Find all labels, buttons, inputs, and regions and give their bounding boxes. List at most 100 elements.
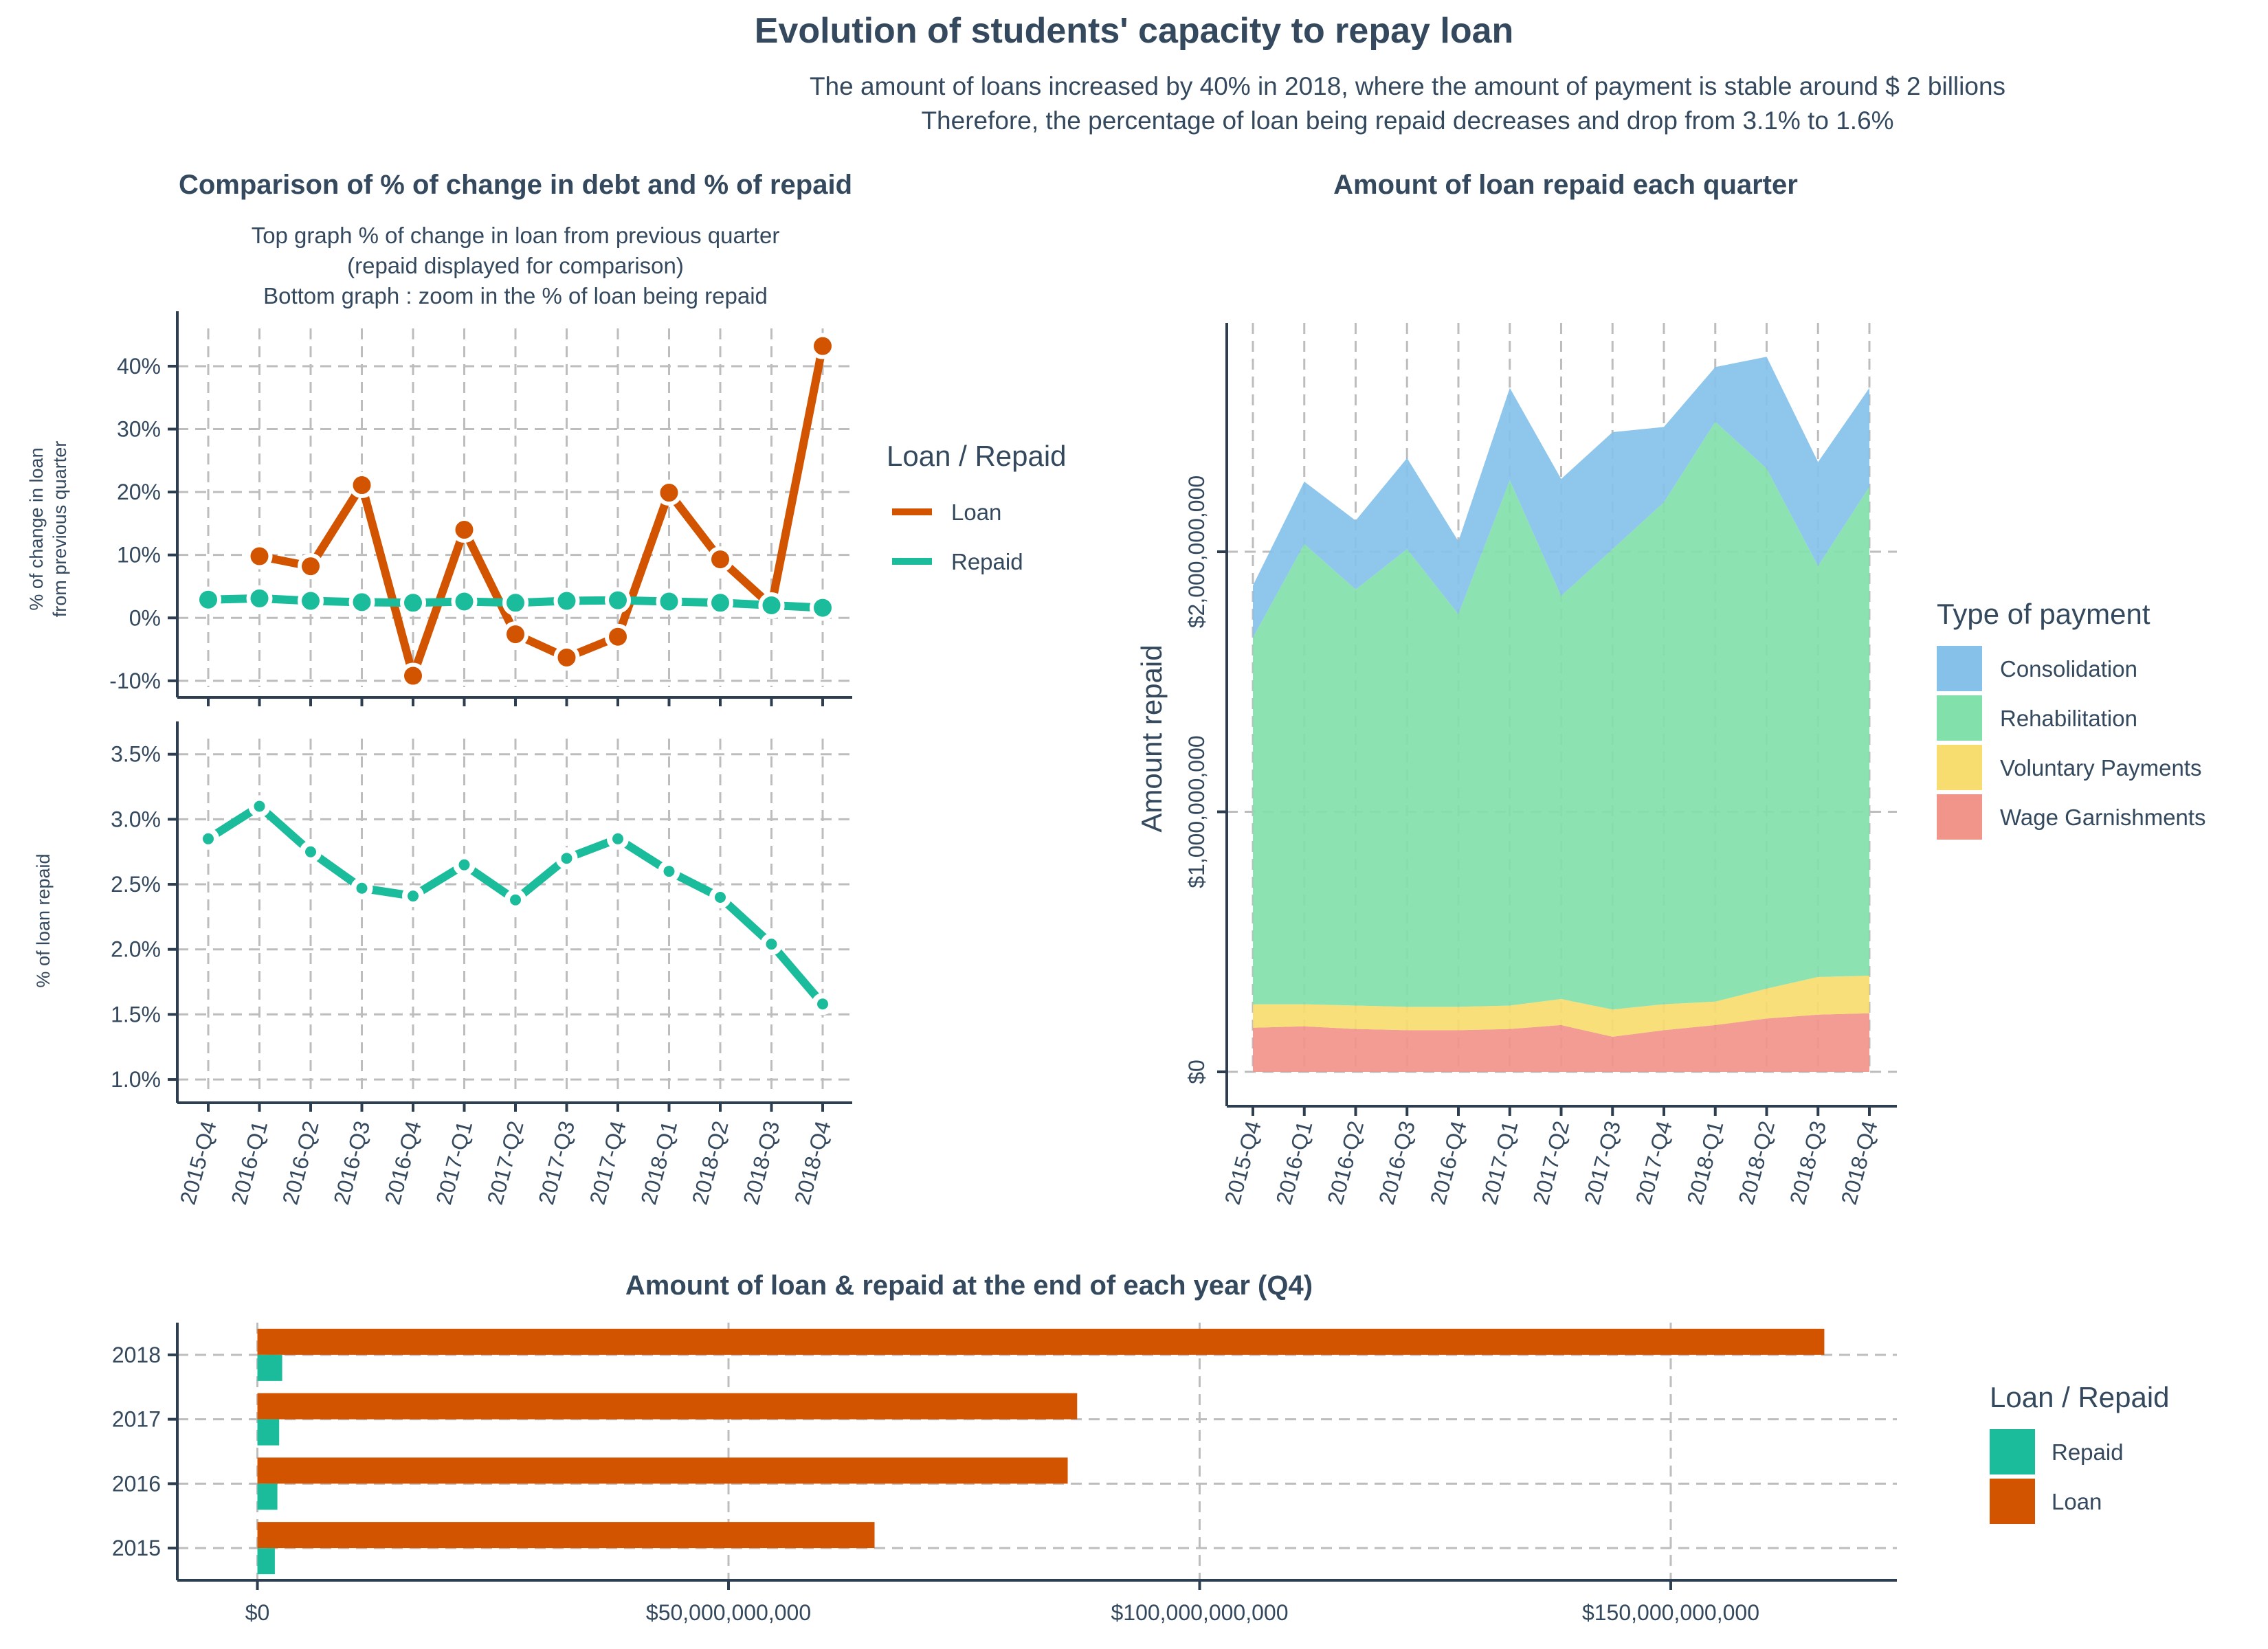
x-tick-label-2018-Q3: 2018-Q3 [738, 1118, 784, 1207]
point-repaid-2016-Q1 [248, 795, 271, 818]
x-tick-label-2016-Q1: 2016-Q1 [1271, 1118, 1318, 1207]
y-tick-label: 40% [117, 354, 161, 379]
left-panel-title: Comparison of % of change in debt and % … [179, 170, 852, 200]
bottom-legend-title: Loan / Repaid [1990, 1381, 2170, 1413]
y-tick-label: 2.0% [111, 937, 161, 962]
loan-change-grid [177, 328, 852, 687]
repaid-by-type-chart: $0$1,000,000,000$2,000,000,000 2015-Q4 20… [1135, 323, 1897, 1207]
repaid-zoom-grid [177, 739, 852, 1092]
type-legend-wage-label: Wage Garnishments [2000, 805, 2206, 830]
bottom-panel-title: Amount of loan & repaid at the end of ea… [625, 1270, 1313, 1301]
y-tick-label: 1.0% [111, 1067, 161, 1092]
left-panel-subtitle-2: (repaid displayed for comparison) [347, 253, 684, 278]
x-tick-label-2017-Q1: 2017-Q1 [431, 1118, 477, 1207]
point-loan-2018-Q2 [707, 546, 733, 573]
right-panel-title: Amount of loan repaid each quarter [1333, 170, 1798, 200]
point-loan-2017-Q4 [605, 623, 631, 650]
left-panel-subtitle-1: Top graph % of change in loan from previ… [252, 223, 780, 248]
bar-repaid-2016 [257, 1483, 278, 1510]
y-tick-label-2018: 2018 [112, 1343, 161, 1367]
repaid-zoom-chart: 1.0%1.5%2.0%2.5%3.0%3.5% 2015-Q4 2016-Q1 2… [33, 721, 852, 1207]
x-tick-label-2016-Q3: 2016-Q3 [1374, 1118, 1420, 1207]
bar-repaid-2017 [257, 1419, 280, 1446]
repaid-by-type-areas [1253, 357, 1869, 1072]
point-repaid-2016-Q4 [402, 885, 424, 908]
repaid-zoom-y-ticks: 1.0% 1.5% 2.0% 2.5% 3.0% 3.5% [111, 721, 852, 1112]
area-rehabilitation [1253, 421, 1869, 1010]
y-tick-label: 20% [117, 480, 161, 504]
point-repaid-2015-Q4 [195, 586, 221, 613]
repaid-by-type-x-ticks: 2015-Q4 2016-Q1 2016-Q2 2016-Q3 2016-Q4 2017-… [1220, 1106, 1882, 1207]
x-tick-label-2018-Q2: 2018-Q2 [687, 1118, 733, 1207]
y-tick-label-2015: 2015 [112, 1536, 161, 1560]
x-tick-label-2016-Q2: 2016-Q2 [278, 1118, 324, 1207]
x-tick-label-2016-Q4: 2016-Q4 [380, 1118, 426, 1207]
x-tick-label-2016-Q4: 2016-Q4 [1425, 1118, 1471, 1207]
point-loan-2016-Q1 [246, 543, 273, 570]
type-legend-title: Type of payment [1937, 598, 2150, 630]
x-tick-label-2017-Q2: 2017-Q2 [1528, 1118, 1574, 1207]
type-legend-consolidation-label: Consolidation [2000, 656, 2137, 682]
x-tick-label: $100,000,000,000 [1111, 1600, 1288, 1625]
point-repaid-2017-Q3 [553, 587, 580, 614]
bar-repaid-2018 [257, 1354, 282, 1381]
area-consolidation [1253, 357, 1869, 638]
type-legend-voluntary-swatch [1937, 745, 1982, 790]
point-repaid-2018-Q1 [656, 588, 682, 615]
type-legend-rehabilitation-label: Rehabilitation [2000, 706, 2137, 731]
x-tick-label-2016-Q1: 2016-Q1 [226, 1118, 272, 1207]
x-tick-label-2017-Q1: 2017-Q1 [1477, 1118, 1523, 1207]
x-tick-label: $150,000,000,000 [1582, 1600, 1759, 1625]
repaid-zoom-series [197, 795, 834, 1016]
point-loan-2017-Q2 [502, 621, 529, 648]
point-loan-2018-Q1 [656, 480, 682, 506]
yearly-loan-repaid-chart: 2015 2016 2017 2018 $0 $50,000,000,000 $100,0… [112, 1323, 1897, 1625]
x-tick-label-2017-Q4: 2017-Q4 [585, 1118, 631, 1207]
loan-change-y-label-1: % of change in loan [26, 447, 47, 610]
area-wage-garnishments [1253, 1013, 1869, 1072]
point-repaid-2017-Q1 [451, 588, 478, 615]
left-legend: Loan / Repaid Loan Repaid [887, 440, 1067, 574]
point-repaid-2018-Q1 [658, 860, 680, 883]
series-line-loan [258, 345, 827, 680]
point-loan-2016-Q3 [348, 472, 375, 499]
y-tick-label: 1.5% [111, 1002, 161, 1027]
point-repaid-2016-Q3 [351, 877, 373, 899]
point-repaid-2016-Q3 [348, 589, 375, 616]
bottom-legend-repaid-swatch [1990, 1429, 2035, 1474]
point-repaid-2016-Q2 [298, 587, 324, 614]
point-repaid-2016-Q2 [300, 840, 322, 863]
repaid-by-type-y-label: Amount repaid [1135, 644, 1168, 832]
type-legend-wage-swatch [1937, 794, 1982, 840]
main-title: Evolution of students' capacity to repay… [755, 11, 1514, 51]
point-repaid-2018-Q4 [810, 594, 836, 621]
yearly-bars [257, 1328, 1825, 1575]
bottom-legend-loan-label: Loan [2052, 1489, 2102, 1514]
left-panel-subtitle-3: Bottom graph : zoom in the % of loan bei… [263, 283, 768, 309]
y-tick-label: 3.5% [111, 742, 161, 767]
x-tick-label-2017-Q3: 2017-Q3 [1579, 1118, 1625, 1207]
y-tick-label-2016: 2016 [112, 1471, 161, 1496]
point-repaid-2017-Q2 [502, 590, 529, 616]
point-repaid-2016-Q4 [400, 590, 426, 616]
point-loan-2017-Q3 [553, 644, 580, 671]
x-tick-label-2015-Q4: 2015-Q4 [1220, 1118, 1266, 1207]
bar-loan-2017 [257, 1393, 1078, 1420]
loan-change-y-label-2: from previous quarter [49, 441, 70, 618]
point-repaid-2017-Q2 [504, 888, 526, 911]
y-tick-label: 3.0% [111, 807, 161, 831]
x-tick-label-2016-Q3: 2016-Q3 [329, 1118, 375, 1207]
y-tick-label-2017: 2017 [112, 1407, 161, 1432]
point-repaid-2017-Q1 [453, 853, 476, 876]
type-legend: Type of payment Consolidation Rehabilita… [1937, 598, 2206, 840]
point-loan-2016-Q4 [400, 662, 426, 689]
type-legend-consolidation-swatch [1937, 646, 1982, 691]
y-tick-label: $0 [1184, 1059, 1209, 1084]
bar-loan-2016 [257, 1457, 1068, 1484]
left-legend-repaid-label: Repaid [951, 549, 1023, 574]
bar-repaid-2015 [257, 1548, 275, 1575]
left-legend-title: Loan / Repaid [887, 440, 1067, 472]
point-loan-2017-Q1 [451, 517, 478, 543]
x-tick-label-2018-Q1: 2018-Q1 [1682, 1118, 1728, 1207]
point-repaid-2016-Q1 [246, 585, 273, 612]
